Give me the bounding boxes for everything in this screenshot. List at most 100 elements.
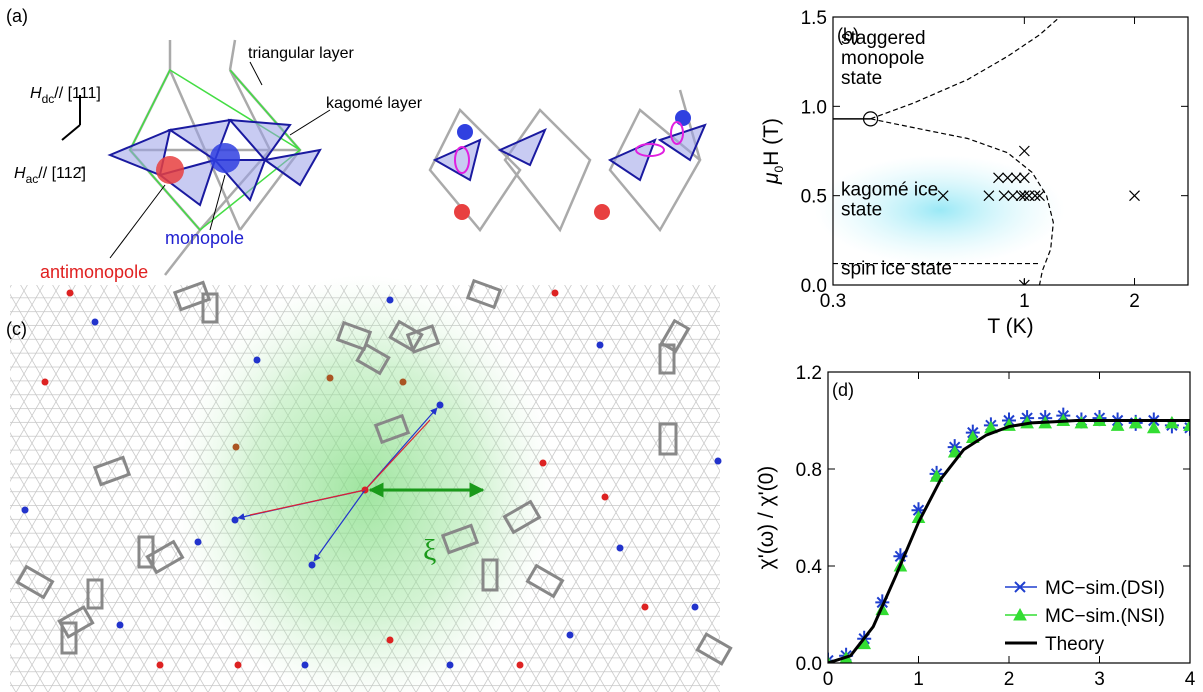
label-text: // [111] <box>54 85 101 102</box>
label-subscript: 0 <box>772 166 786 173</box>
panel-label: (c) <box>6 319 27 339</box>
charts: 0.3 1 2 0.0 0.5 1.0 1.5 T (K) μ0H (T) (b)staggere… <box>755 8 1196 690</box>
panel-c: ξ (c) <box>6 275 733 692</box>
point <box>1018 279 1030 285</box>
x-tick-label: 2 <box>1129 291 1140 312</box>
point <box>947 444 962 458</box>
y-tick-label: 1.5 <box>801 8 827 29</box>
point <box>893 548 908 565</box>
monopole-sphere <box>210 143 240 173</box>
panel-label: (b) <box>837 25 859 45</box>
monopole-sphere <box>457 124 473 140</box>
point <box>1110 418 1125 431</box>
y-tick-label: 0.4 <box>796 557 823 578</box>
legend-label: MC−sim.(DSI) <box>1045 578 1165 599</box>
annotation: monopole <box>165 228 244 248</box>
field-label: Hdc// [111] <box>30 85 101 106</box>
point <box>911 502 926 519</box>
y-tick-label: 1.2 <box>796 363 822 384</box>
annotation: triangular layer <box>248 45 355 62</box>
label-symbol: H <box>30 85 42 102</box>
flipped-spins <box>454 121 684 174</box>
point <box>1018 172 1030 184</box>
point <box>1015 190 1027 202</box>
legend-label: Theory <box>1045 634 1105 655</box>
x-tick-label: 1 <box>1019 291 1030 312</box>
panel-a: (a) triangular layer kagomé layer Hdc// … <box>6 6 707 282</box>
antimonopole-sphere <box>454 204 470 220</box>
leader-line <box>249 61 263 86</box>
xi-label: ξ <box>423 534 436 567</box>
point <box>1007 190 1019 202</box>
y-tick-label: 0.0 <box>801 276 827 297</box>
label-subscript: dc <box>42 92 55 106</box>
x-tick-label: 4 <box>1185 669 1196 690</box>
leader-line <box>289 109 331 136</box>
legend-swatch <box>1013 607 1027 621</box>
y-tick-label: 1.0 <box>801 97 827 118</box>
x-tick-label: 2 <box>1004 669 1015 690</box>
label-symbol: H <box>14 165 26 182</box>
leader-line <box>109 184 166 259</box>
correlation-region <box>175 275 555 692</box>
series-line <box>870 118 1054 285</box>
y-tick-label: 0.0 <box>796 654 822 675</box>
y-axis-label: χ'(ω) / χ'(0) <box>755 466 778 570</box>
label-text: // [112̄] <box>38 165 86 182</box>
legend-swatch <box>1014 581 1026 593</box>
point <box>1029 190 1041 202</box>
point <box>983 190 995 202</box>
point <box>998 190 1010 202</box>
y-tick-label: 0.5 <box>801 187 827 208</box>
monopole-sphere <box>675 110 691 126</box>
annotation: monopole <box>841 48 924 69</box>
x-tick-label: 1 <box>913 669 924 690</box>
point <box>1018 190 1030 202</box>
series-line <box>870 17 1061 120</box>
y-axis-label: μ0H (T) <box>760 118 786 185</box>
point <box>1002 172 1014 184</box>
plot-area <box>833 17 1140 285</box>
point <box>1129 190 1140 202</box>
y-tick-label: 0.8 <box>796 460 822 481</box>
annotation: state <box>841 200 882 221</box>
point <box>1074 415 1089 429</box>
field-arrows <box>61 95 81 141</box>
annotation: staggered <box>841 28 926 49</box>
plot-area <box>828 407 1190 663</box>
point <box>1146 420 1161 434</box>
annotation: kagomé layer <box>326 95 423 112</box>
antimonopole-sphere <box>594 204 610 220</box>
x-tick-label: 0.3 <box>820 291 846 312</box>
label-text: H (T) <box>760 118 783 166</box>
x-tick-label: 3 <box>1094 669 1105 690</box>
label-subscript: ac <box>26 172 39 186</box>
plot-frame <box>827 371 1191 664</box>
point <box>1165 415 1179 429</box>
panel-label: (a) <box>6 6 28 26</box>
legend-label: MC−sim.(NSI) <box>1045 606 1165 627</box>
point <box>937 190 949 202</box>
monopole-pairs <box>15 278 733 666</box>
point <box>1128 415 1143 429</box>
plot-frame <box>832 16 1189 286</box>
point <box>1010 172 1022 184</box>
x-tick-label: 0 <box>823 669 834 690</box>
point <box>875 594 890 611</box>
antimonopole-sphere <box>156 156 184 184</box>
kagome-triangles <box>107 118 707 207</box>
series-line <box>828 419 1190 663</box>
x-axis-label: T (K) <box>987 315 1033 338</box>
point <box>1183 418 1190 431</box>
annotation: kagomé ice <box>841 180 938 201</box>
annotation: state <box>841 68 882 89</box>
annotation: antimonopole <box>40 262 148 282</box>
panel-label: (d) <box>832 380 854 400</box>
leader-line <box>209 174 226 231</box>
point <box>1018 145 1030 157</box>
annotation: spin ice state <box>841 258 952 279</box>
correlation-arrows <box>237 407 438 562</box>
field-label: Hac// [112̄] <box>14 165 86 186</box>
